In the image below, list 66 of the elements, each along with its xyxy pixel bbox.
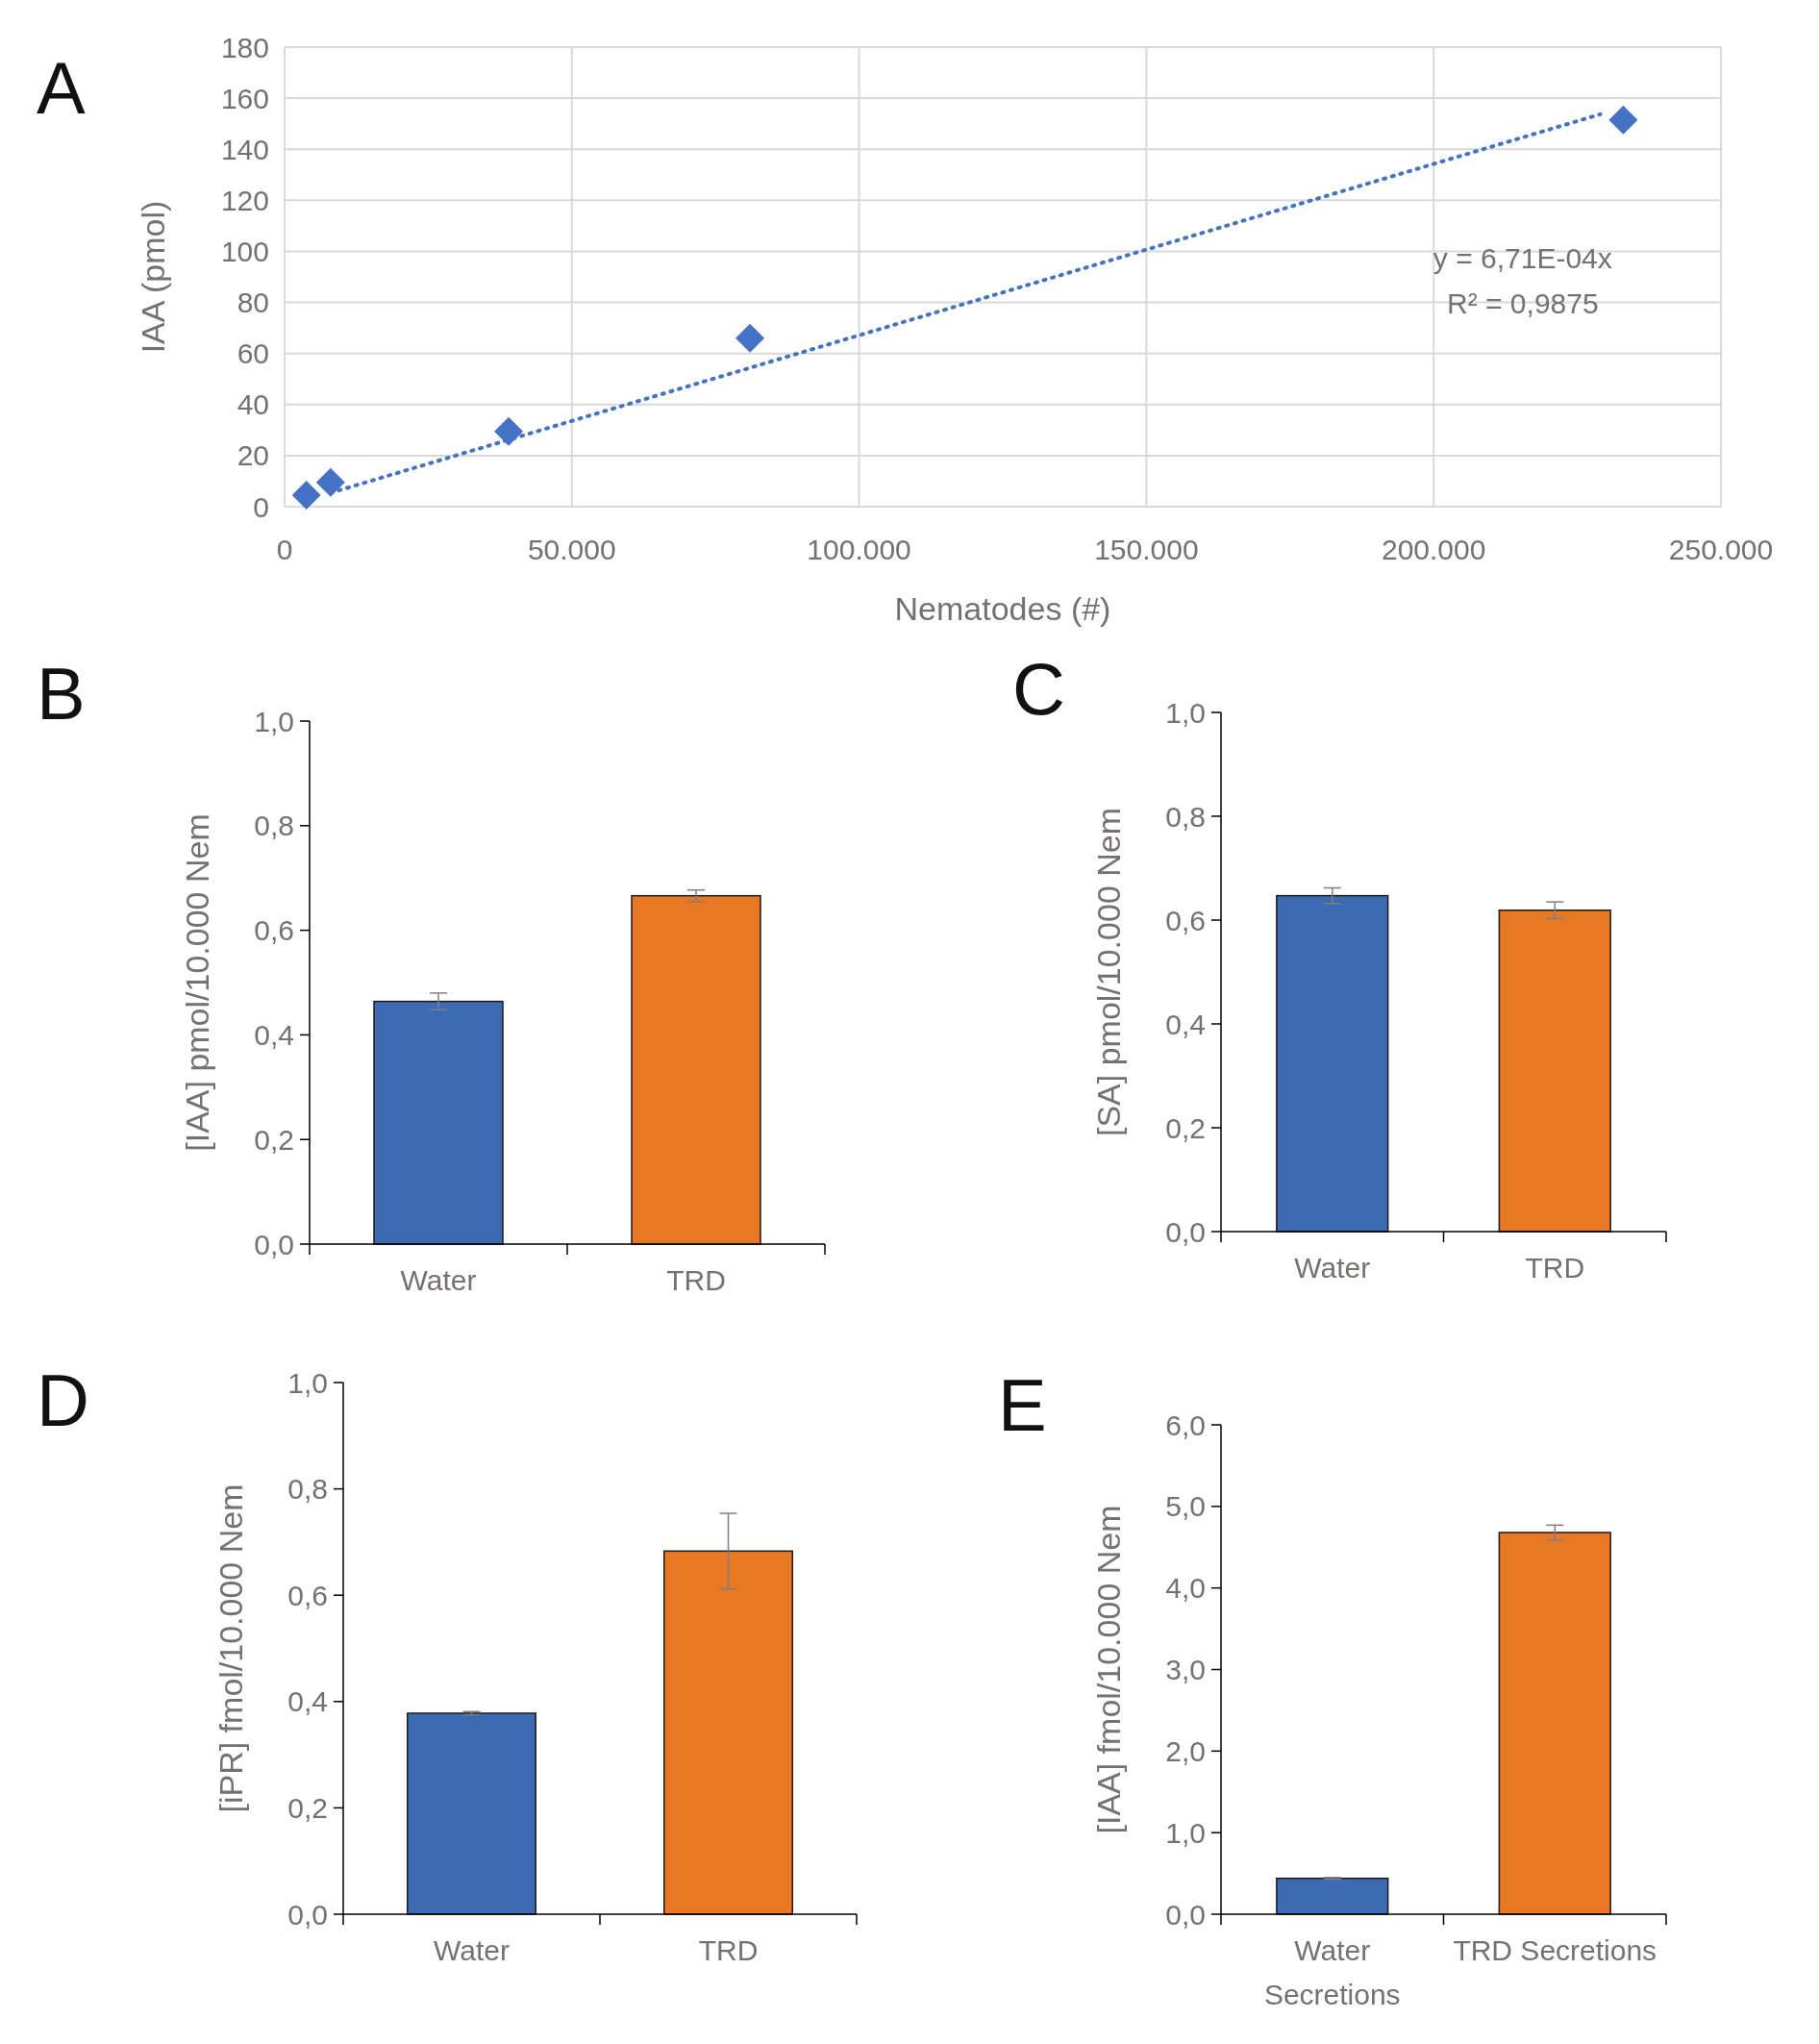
y-tick-label: 140 [220, 133, 269, 165]
y-tick-label: 0,4 [254, 1018, 294, 1051]
point [291, 481, 321, 511]
chart-title: C [1012, 648, 1065, 730]
y-tick-label: 1,0 [1165, 696, 1206, 729]
point [1608, 105, 1638, 135]
annotation: y = 6,71E-04x [1433, 242, 1612, 274]
y-axis-title: [iPR] fmol/10.000 Nem [212, 1483, 249, 1813]
y-axis-title: [IAA] fmol/10.000 Nem [1090, 1505, 1127, 1834]
y-tick-label: 2,0 [1165, 1734, 1206, 1767]
x-tick-label: 150.000 [1094, 534, 1199, 565]
x-tick-label: TRD [1525, 1252, 1585, 1284]
y-tick-label: 120 [220, 184, 269, 216]
y-axis-title: [IAA] pmol/10.000 Nem [179, 813, 215, 1152]
y-tick-label: 0,0 [254, 1228, 294, 1260]
y-tick-label: 0,2 [1165, 1111, 1206, 1144]
y-tick-label: 6,0 [1165, 1408, 1206, 1441]
y-axis-title: IAA (pmol) [135, 200, 171, 354]
y-tick-label: 1,0 [1165, 1816, 1206, 1849]
chart-title: E [998, 1364, 1047, 1446]
y-tick-label: 160 [220, 82, 269, 114]
y-tick-label: 0,8 [1165, 800, 1206, 833]
x-tick-label: Water [1294, 1252, 1371, 1284]
y-tick-label: 100 [220, 235, 269, 267]
y-tick-label: 0 [253, 490, 269, 523]
y-tick-label: 3,0 [1165, 1654, 1206, 1685]
y-tick-label: 0,2 [254, 1123, 294, 1156]
x-tick-label: 250.000 [1668, 534, 1774, 565]
y-tick-label: 0,6 [254, 914, 294, 947]
y-tick-label: 0,4 [287, 1685, 328, 1718]
y-tick-label: 0,4 [1165, 1008, 1206, 1040]
y-tick-label: 80 [237, 287, 269, 319]
y-tick-label: 1,0 [254, 705, 294, 737]
x-tick-label: 50.000 [527, 534, 616, 565]
x-tick-label: TRD [698, 1934, 759, 1966]
x-tick-label: Water [434, 1934, 510, 1966]
y-tick-label: 60 [237, 337, 269, 370]
y-tick-label: 1,0 [287, 1366, 328, 1399]
point [494, 416, 524, 446]
point [735, 323, 765, 353]
x-tick-label: 200.000 [1381, 534, 1486, 565]
x-axis-title: Nematodes (#) [894, 590, 1111, 627]
y-tick-label: 5,0 [1165, 1490, 1206, 1523]
y-tick-label: 0,2 [287, 1791, 328, 1824]
x-tick-label: 100.000 [807, 534, 911, 565]
chart-title: A [37, 47, 86, 129]
y-tick-label: 4,0 [1165, 1572, 1206, 1605]
annotation: R² = 0,9875 [1447, 287, 1599, 319]
y-tick-label: 0,0 [287, 1898, 328, 1931]
chart-title: B [37, 653, 86, 735]
y-tick-label: 0,6 [287, 1579, 328, 1611]
x-tick-label: TRD [666, 1264, 726, 1296]
y-axis-title: [SA] pmol/10.000 Nem [1090, 807, 1127, 1137]
x-tick-label: Water [400, 1264, 477, 1296]
y-tick-label: 0,0 [1165, 1215, 1206, 1248]
x-tick-label: TRD Secretions [1453, 1934, 1657, 1966]
point [315, 467, 345, 497]
y-tick-label: 40 [237, 388, 269, 421]
x-tick-label: Water Secretions [1263, 1934, 1401, 2010]
y-tick-label: 20 [237, 439, 269, 472]
y-tick-label: 0,8 [287, 1473, 328, 1506]
y-tick-label: 0,0 [1165, 1898, 1206, 1931]
chart-title: D [37, 1359, 89, 1441]
y-tick-label: 180 [220, 31, 269, 63]
y-tick-label: 0,6 [1165, 904, 1206, 936]
y-tick-label: 0,8 [254, 810, 294, 842]
